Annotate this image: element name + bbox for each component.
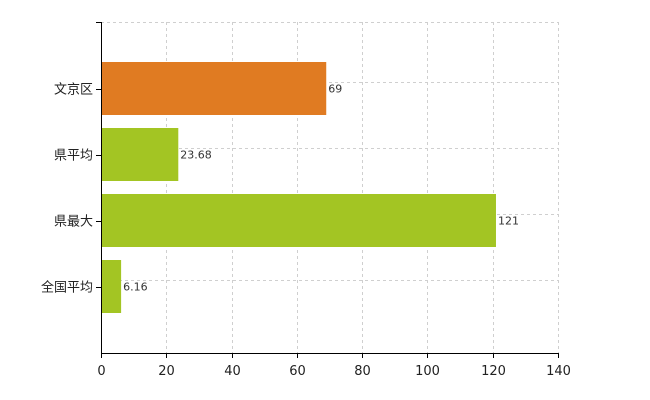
bar (102, 62, 327, 115)
axes (96, 22, 559, 358)
data-label: 6.16 (123, 281, 148, 294)
x-tick-label: 40 (224, 364, 241, 379)
x-tick-label: 140 (546, 364, 571, 379)
data-label: 121 (498, 215, 519, 228)
x-tick-label: 80 (354, 364, 371, 379)
data-label: 69 (328, 83, 342, 96)
x-tick-label: 100 (415, 364, 440, 379)
x-tick-label: 20 (158, 364, 175, 379)
category-label: 文京区 (54, 83, 93, 98)
category-label: 県平均 (54, 149, 93, 164)
labels: 69 文京区 23.68 県平均 121 県最大 6.16 全国平均 0 20 40 60 80 100 1… (41, 83, 571, 380)
bar (102, 260, 122, 313)
bars (102, 62, 496, 313)
x-tick-label: 120 (481, 364, 506, 379)
x-tick-label: 0 (97, 364, 105, 379)
x-tick-label: 60 (289, 364, 306, 379)
bar (102, 128, 179, 181)
category-label: 全国平均 (41, 280, 93, 296)
bar (102, 194, 496, 247)
category-label: 県最大 (54, 215, 93, 230)
data-label: 23.68 (180, 149, 212, 162)
